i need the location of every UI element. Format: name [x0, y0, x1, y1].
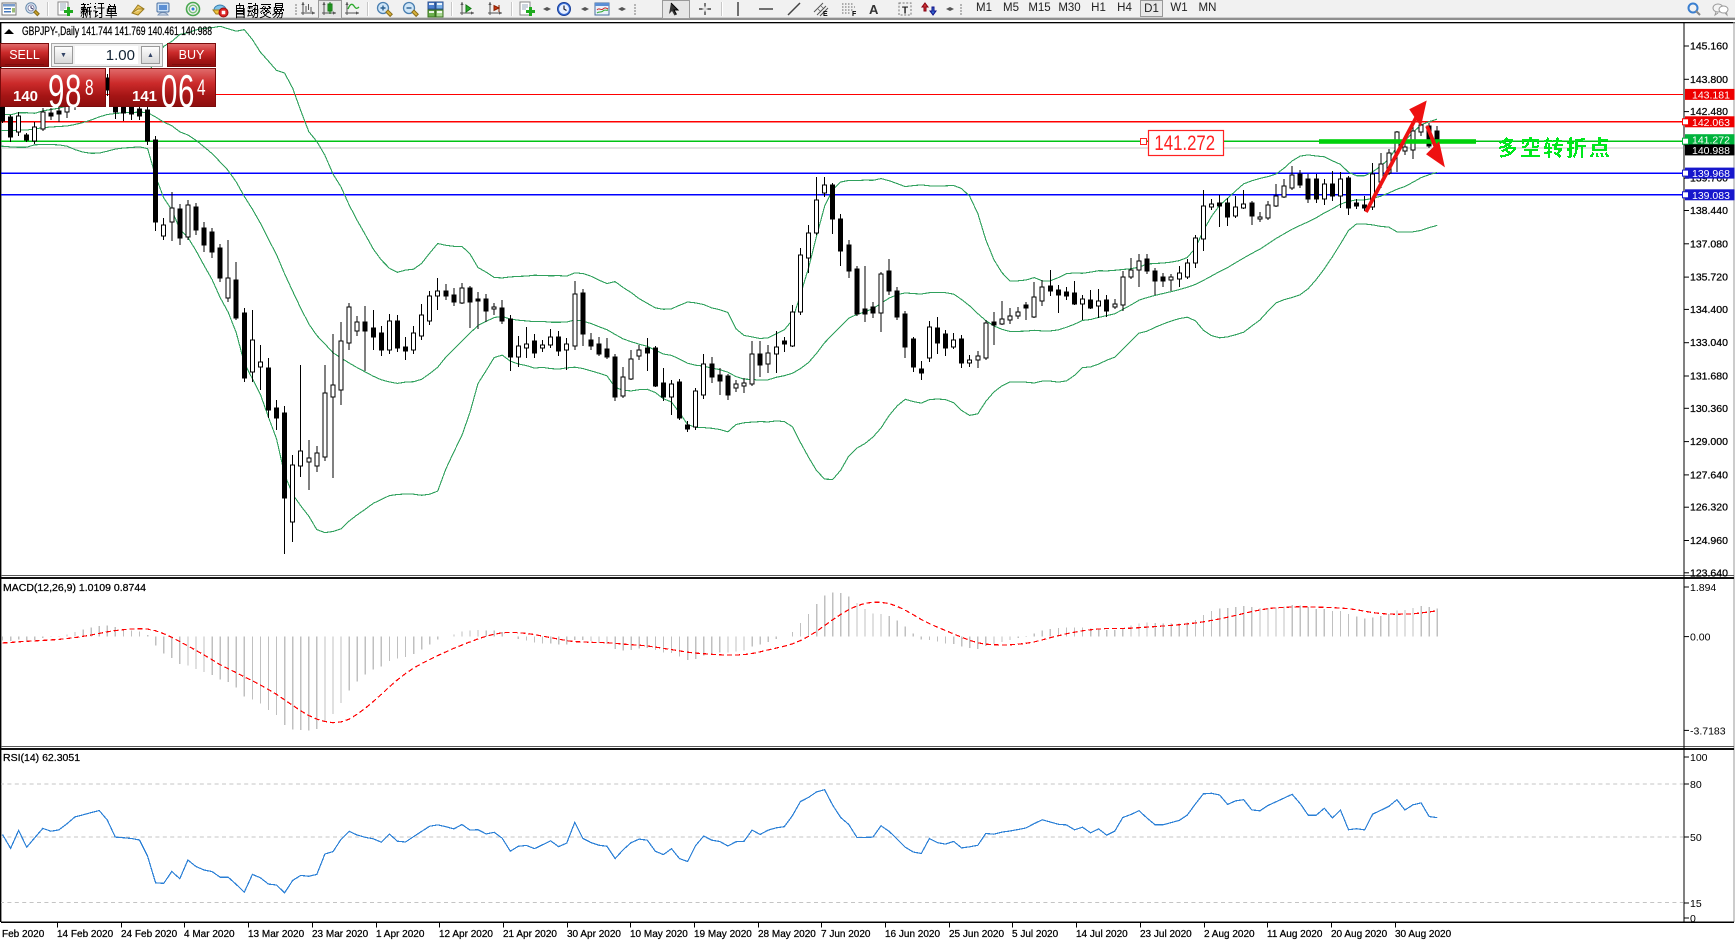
svg-text:137.080: 137.080: [1690, 238, 1728, 250]
svg-text:2 Aug 2020: 2 Aug 2020: [1204, 929, 1255, 940]
svg-text:145.160: 145.160: [1690, 41, 1728, 53]
svg-text:GBPJPY-,Daily 141.744 141.769: GBPJPY-,Daily 141.744 141.769 140.461 14…: [22, 26, 212, 38]
svg-text:1.894: 1.894: [1690, 582, 1716, 594]
svg-text:143.800: 143.800: [1690, 74, 1728, 86]
svg-text:E: E: [823, 11, 828, 18]
svg-text:140.988: 140.988: [1692, 145, 1730, 157]
svg-text:T: T: [902, 6, 908, 17]
svg-text:7 Jun 2020: 7 Jun 2020: [821, 929, 871, 940]
svg-text:127.640: 127.640: [1690, 469, 1728, 481]
svg-text:23 Mar 2020: 23 Mar 2020: [312, 929, 369, 940]
svg-text:123.640: 123.640: [1690, 567, 1728, 579]
svg-text:124.960: 124.960: [1690, 535, 1728, 547]
svg-text:143.181: 143.181: [1692, 89, 1730, 101]
svg-text:20 Aug 2020: 20 Aug 2020: [1331, 929, 1388, 940]
svg-text:14 Feb 2020: 14 Feb 2020: [57, 929, 114, 940]
svg-text:10 May 2020: 10 May 2020: [630, 929, 688, 940]
svg-text:129.000: 129.000: [1690, 436, 1728, 448]
svg-text:126.320: 126.320: [1690, 502, 1728, 514]
svg-text:F: F: [852, 11, 857, 18]
svg-text:30 Aug 2020: 30 Aug 2020: [1395, 929, 1452, 940]
svg-text:-3.7183: -3.7183: [1690, 725, 1726, 737]
svg-text:11 Aug 2020: 11 Aug 2020: [1267, 929, 1323, 940]
svg-text:21 Apr 2020: 21 Apr 2020: [503, 929, 557, 940]
svg-text:133.040: 133.040: [1690, 337, 1728, 349]
svg-text:134.400: 134.400: [1690, 304, 1728, 316]
svg-text:Feb 2020: Feb 2020: [2, 929, 45, 940]
svg-text:1 Apr 2020: 1 Apr 2020: [376, 929, 425, 940]
svg-text:RSI(14) 62.3051: RSI(14) 62.3051: [3, 752, 80, 764]
svg-text:141.272: 141.272: [1692, 135, 1730, 147]
svg-text:100: 100: [1690, 752, 1708, 764]
svg-text:14 Jul 2020: 14 Jul 2020: [1076, 929, 1128, 940]
svg-text:0.00: 0.00: [1690, 632, 1711, 644]
svg-text:19 May 2020: 19 May 2020: [694, 929, 752, 940]
svg-text:4 Mar 2020: 4 Mar 2020: [184, 929, 235, 940]
svg-text:80: 80: [1690, 779, 1702, 791]
svg-text:0: 0: [1690, 913, 1696, 925]
svg-text:142.480: 142.480: [1690, 106, 1728, 118]
svg-text:25 Jun 2020: 25 Jun 2020: [949, 929, 1004, 940]
svg-text:141.272: 141.272: [1154, 132, 1215, 155]
svg-text:MACD(12,26,9) 1.0109 0.8744: MACD(12,26,9) 1.0109 0.8744: [3, 582, 146, 594]
svg-text:30 Apr 2020: 30 Apr 2020: [567, 929, 621, 940]
svg-text:50: 50: [1690, 832, 1702, 844]
svg-text:139.968: 139.968: [1692, 168, 1730, 180]
svg-text:135.720: 135.720: [1690, 272, 1728, 284]
svg-text:130.360: 130.360: [1690, 403, 1728, 415]
svg-text:142.063: 142.063: [1692, 117, 1730, 129]
svg-text:16 Jun 2020: 16 Jun 2020: [885, 929, 940, 940]
svg-text:138.440: 138.440: [1690, 205, 1728, 217]
svg-text:12 Apr 2020: 12 Apr 2020: [439, 929, 493, 940]
svg-text:139.083: 139.083: [1692, 190, 1730, 202]
svg-text:5 Jul 2020: 5 Jul 2020: [1012, 929, 1059, 940]
svg-text:24 Feb 2020: 24 Feb 2020: [121, 929, 178, 940]
svg-text:15: 15: [1690, 898, 1702, 910]
svg-text:23 Jul 2020: 23 Jul 2020: [1140, 929, 1192, 940]
svg-text:13 Mar 2020: 13 Mar 2020: [248, 929, 305, 940]
svg-text:28 May 2020: 28 May 2020: [758, 929, 816, 940]
svg-text:131.680: 131.680: [1690, 371, 1728, 383]
